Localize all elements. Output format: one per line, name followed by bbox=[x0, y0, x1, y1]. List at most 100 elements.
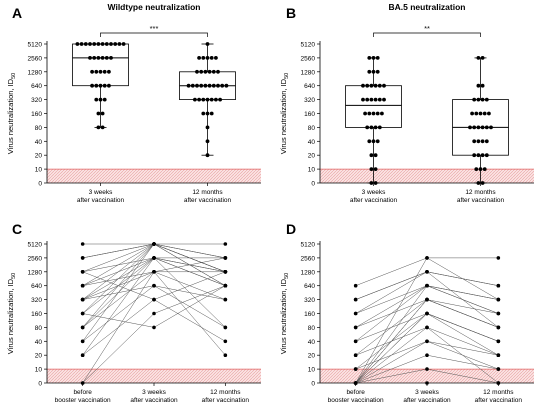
paired-line bbox=[82, 243, 226, 259]
data-point bbox=[482, 111, 487, 116]
y-tick-label: 0 bbox=[38, 181, 42, 188]
y-axis-label-main: Virus neutralization, ID bbox=[279, 278, 288, 354]
data-point bbox=[482, 167, 487, 172]
data-point bbox=[478, 167, 483, 172]
data-point bbox=[94, 97, 99, 102]
data-point bbox=[353, 353, 358, 358]
data-point bbox=[369, 125, 374, 130]
data-point bbox=[425, 353, 429, 358]
y-axis-label-sub: 50 bbox=[11, 273, 17, 279]
y-tick-label: 160 bbox=[31, 311, 42, 318]
y-tick-label: 80 bbox=[35, 125, 43, 132]
data-point bbox=[353, 381, 358, 385]
y-axis-label-sub: 50 bbox=[11, 73, 17, 79]
y-tick-label: 320 bbox=[304, 97, 315, 104]
data-point bbox=[373, 125, 378, 130]
data-point bbox=[223, 242, 228, 246]
paired-line bbox=[82, 257, 226, 273]
data-point bbox=[496, 283, 501, 288]
data-point bbox=[375, 69, 380, 74]
paired-line bbox=[355, 257, 499, 300]
y-tick-label: 40 bbox=[308, 139, 316, 146]
data-point bbox=[476, 56, 481, 60]
data-point bbox=[353, 283, 358, 288]
data-point bbox=[496, 381, 501, 385]
data-point bbox=[369, 167, 374, 172]
detection-limit-band bbox=[320, 369, 534, 383]
data-point bbox=[377, 97, 382, 102]
y-tick-label: 1280 bbox=[28, 269, 43, 276]
data-point bbox=[425, 297, 429, 302]
data-point bbox=[80, 381, 85, 385]
data-point bbox=[96, 42, 101, 46]
data-point bbox=[480, 97, 485, 102]
data-point bbox=[117, 42, 122, 46]
data-point bbox=[371, 139, 376, 144]
data-point bbox=[203, 69, 208, 74]
data-point bbox=[209, 97, 214, 102]
data-point bbox=[367, 111, 372, 116]
data-point bbox=[223, 325, 228, 330]
data-point bbox=[80, 242, 85, 246]
data-point bbox=[480, 153, 485, 158]
data-point bbox=[201, 56, 206, 60]
data-point bbox=[496, 339, 501, 344]
data-point bbox=[365, 97, 370, 102]
data-point bbox=[371, 56, 376, 60]
paired-line bbox=[82, 243, 226, 286]
x-tick-label: after vaccination bbox=[403, 397, 451, 404]
data-point bbox=[152, 297, 156, 302]
data-point bbox=[218, 97, 223, 102]
data-point bbox=[205, 56, 210, 60]
data-point bbox=[102, 69, 107, 74]
data-point bbox=[100, 56, 105, 60]
paired-line bbox=[82, 271, 226, 286]
x-tick-label: after vaccination bbox=[130, 397, 178, 404]
y-tick-label: 1280 bbox=[301, 269, 316, 276]
data-point bbox=[223, 339, 228, 344]
panel-c: C 5120 2560 1280 640 320 160 80 40 20 10 0 Virus neu… bbox=[6, 221, 261, 404]
x-tick-label: before bbox=[346, 389, 365, 396]
data-point bbox=[90, 83, 94, 88]
data-point bbox=[223, 256, 228, 260]
data-point bbox=[80, 325, 85, 330]
data-point bbox=[496, 367, 501, 371]
y-tick-label: 80 bbox=[308, 125, 316, 132]
data-point bbox=[472, 139, 477, 144]
y-tick-label: 640 bbox=[304, 83, 315, 90]
data-point bbox=[104, 42, 109, 46]
data-point bbox=[80, 311, 85, 316]
data-point bbox=[425, 283, 429, 288]
data-point bbox=[361, 83, 365, 88]
data-point bbox=[377, 83, 382, 88]
detection-limit-band bbox=[320, 169, 534, 183]
data-point bbox=[476, 125, 481, 130]
data-point bbox=[476, 181, 481, 185]
data-point bbox=[353, 311, 358, 316]
data-point bbox=[476, 153, 481, 158]
y-tick-label: 1280 bbox=[28, 69, 43, 76]
data-point bbox=[484, 153, 489, 158]
data-point bbox=[92, 42, 97, 46]
y-tick-label: 40 bbox=[35, 139, 43, 146]
y-tick-label: 5120 bbox=[301, 242, 316, 249]
data-point bbox=[152, 325, 156, 330]
x-tick-label: 12 months bbox=[192, 189, 223, 196]
x-tick-label: 12 months bbox=[465, 189, 496, 196]
data-point bbox=[375, 139, 380, 144]
data-point bbox=[382, 83, 386, 88]
data-point bbox=[425, 325, 429, 330]
data-point bbox=[496, 256, 501, 260]
data-point bbox=[484, 97, 489, 102]
data-point bbox=[83, 42, 88, 46]
data-point bbox=[94, 69, 99, 74]
data-point bbox=[353, 297, 358, 302]
significance-bracket bbox=[100, 32, 208, 37]
y-tick-label: 320 bbox=[304, 297, 315, 304]
x-tick-label: 3 weeks bbox=[89, 189, 114, 196]
data-point bbox=[223, 270, 228, 274]
y-tick-label: 0 bbox=[311, 181, 315, 188]
significance-label: *** bbox=[150, 24, 159, 33]
y-tick-label: 160 bbox=[304, 311, 315, 318]
